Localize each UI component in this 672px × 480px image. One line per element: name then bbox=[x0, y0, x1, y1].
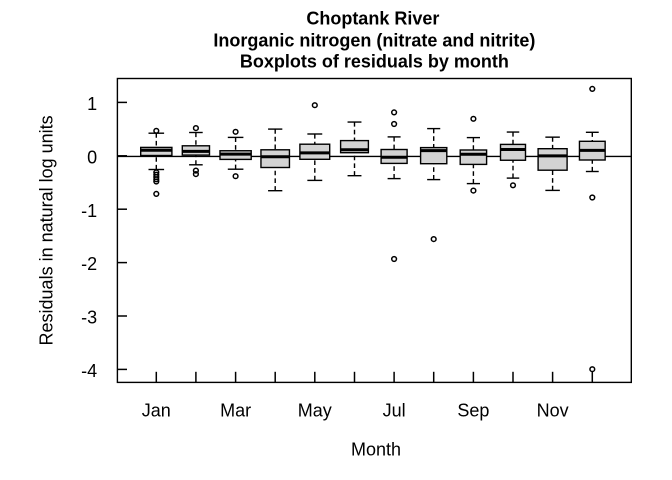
svg-text:Boxplots of residuals by month: Boxplots of residuals by month bbox=[240, 52, 509, 72]
svg-text:Jul: Jul bbox=[383, 401, 406, 421]
svg-text:Inorganic nitrogen (nitrate an: Inorganic nitrogen (nitrate and nitrite) bbox=[213, 31, 535, 51]
svg-text:Month: Month bbox=[351, 439, 401, 459]
svg-text:0: 0 bbox=[87, 147, 97, 167]
svg-text:Mar: Mar bbox=[220, 401, 251, 421]
svg-text:1: 1 bbox=[87, 94, 97, 114]
svg-text:-1: -1 bbox=[81, 201, 97, 221]
svg-text:Choptank River: Choptank River bbox=[306, 9, 439, 29]
svg-text:May: May bbox=[298, 401, 332, 421]
svg-text:Jan: Jan bbox=[142, 401, 171, 421]
svg-text:Nov: Nov bbox=[537, 401, 569, 421]
svg-text:-3: -3 bbox=[81, 308, 97, 328]
svg-text:-2: -2 bbox=[81, 254, 97, 274]
svg-text:Sep: Sep bbox=[457, 401, 489, 421]
svg-text:-4: -4 bbox=[81, 361, 97, 381]
svg-text:Residuals in natural log units: Residuals in natural log units bbox=[37, 115, 57, 345]
